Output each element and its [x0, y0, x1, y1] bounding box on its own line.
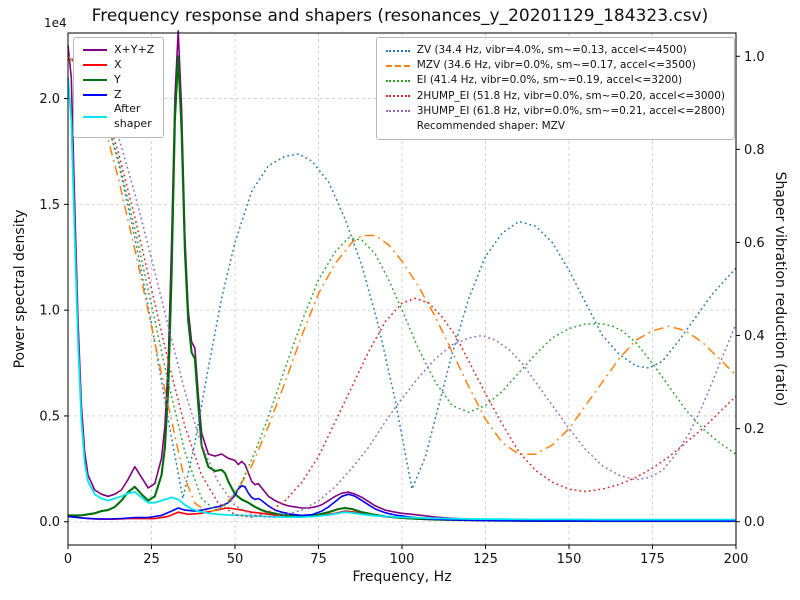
- line-sample-icon: [83, 79, 107, 82]
- line-sample-icon: [83, 116, 107, 119]
- left-axis-label: Power spectral density: [12, 209, 28, 369]
- legend-item: X+Y+Z: [83, 43, 154, 58]
- line-sample-icon: [385, 95, 410, 98]
- legend-label: ZV (34.4 Hz, vibr=4.0%, sm~=0.13, accel<…: [416, 44, 687, 56]
- psd-curve-z: [67, 484, 736, 522]
- legend-item: After shaper: [83, 102, 154, 132]
- right-tick-label: 1.0: [744, 50, 765, 65]
- legend-label: X: [114, 57, 122, 71]
- x-tick-label: 100: [390, 552, 415, 567]
- left-axis-offset-text: 1e4: [44, 16, 67, 30]
- x-tick-label: 0: [64, 552, 72, 567]
- x-tick-label: 75: [310, 552, 327, 567]
- recommended-shaper-text: Recommended shaper: MZV: [416, 120, 566, 133]
- x-tick-label: 150: [557, 552, 582, 567]
- legend-label: Y: [114, 72, 121, 86]
- left-tick-label: 2.0: [39, 92, 60, 107]
- shaper-legend: ZV (34.4 Hz, vibr=4.0%, sm~=0.13, accel<…: [375, 37, 735, 141]
- legend-label: MZV (34.6 Hz, vibr=0.0%, sm~=0.17, accel…: [416, 59, 696, 72]
- legend-item: MZV (34.6 Hz, vibr=0.0%, sm~=0.17, accel…: [385, 58, 725, 73]
- legend-label: Z: [114, 87, 122, 101]
- right-axis-label: Shaper vibration reduction (ratio): [772, 171, 788, 407]
- right-tick-label: 0.4: [744, 329, 765, 344]
- left-tick-label: 1.5: [39, 198, 60, 213]
- line-sample-icon: [83, 49, 107, 52]
- left-tick-label: 1.0: [39, 304, 60, 319]
- legend-label: EI (41.4 Hz, vibr=0.0%, sm~=0.19, accel<…: [416, 74, 683, 87]
- legend-item-recommendation: Recommended shaper: MZV: [386, 119, 725, 134]
- right-tick-label: 0.8: [744, 143, 765, 158]
- shaper-curve-2hump_ei: [67, 55, 737, 518]
- legend-item: ZV (34.4 Hz, vibr=4.0%, sm~=0.13, accel<…: [385, 43, 725, 58]
- legend-label: X+Y+Z: [114, 43, 155, 56]
- left-tick-label: 0.5: [39, 409, 60, 424]
- x-tick-label: 125: [473, 552, 498, 567]
- x-tick-label: 25: [143, 552, 160, 567]
- right-tick-label: 0.2: [744, 422, 765, 437]
- legend-item: EI (41.4 Hz, vibr=0.0%, sm~=0.19, accel<…: [385, 73, 725, 88]
- x-tick-label: 50: [227, 552, 244, 567]
- legend-item: Z: [83, 88, 154, 103]
- legend-label: 3HUMP_EI (61.8 Hz, vibr=0.0%, sm~=0.21, …: [416, 104, 725, 117]
- legend-label: After shaper: [114, 102, 152, 131]
- psd-legend: X+Y+Z X Y Z After shaper: [73, 37, 165, 139]
- legend-item: 2HUMP_EI (51.8 Hz, vibr=0.0%, sm~=0.20, …: [385, 89, 725, 104]
- x-axis-label: Frequency, Hz: [352, 569, 452, 585]
- right-tick-label: 0.6: [744, 236, 765, 251]
- psd-curve-after-shaper: [67, 77, 736, 521]
- shaper-curve-3hump_ei: [67, 55, 737, 518]
- x-tick-label: 200: [724, 552, 749, 567]
- x-tick-label: 175: [640, 552, 665, 567]
- legend-label: 2HUMP_EI (51.8 Hz, vibr=0.0%, sm~=0.20, …: [416, 89, 725, 102]
- legend-item: 3HUMP_EI (61.8 Hz, vibr=0.0%, sm~=0.21, …: [385, 104, 725, 119]
- legend-item: X: [83, 58, 154, 73]
- legend-item: Y: [83, 73, 154, 88]
- line-sample-icon: [83, 93, 107, 96]
- line-sample-icon: [385, 80, 410, 83]
- line-sample-icon: [385, 49, 410, 52]
- chart-title: Frequency response and shapers (resonanc…: [91, 6, 709, 26]
- line-sample-icon: [385, 64, 410, 67]
- right-tick-label: 0.0: [744, 515, 765, 530]
- psd-curve-y: [68, 55, 736, 523]
- line-sample-icon: [385, 110, 410, 113]
- left-tick-label: 0.0: [39, 515, 60, 530]
- line-sample-icon: [83, 64, 107, 67]
- psd-curve-x+y+z: [67, 30, 736, 522]
- shaper-curve-mzv: [67, 55, 737, 514]
